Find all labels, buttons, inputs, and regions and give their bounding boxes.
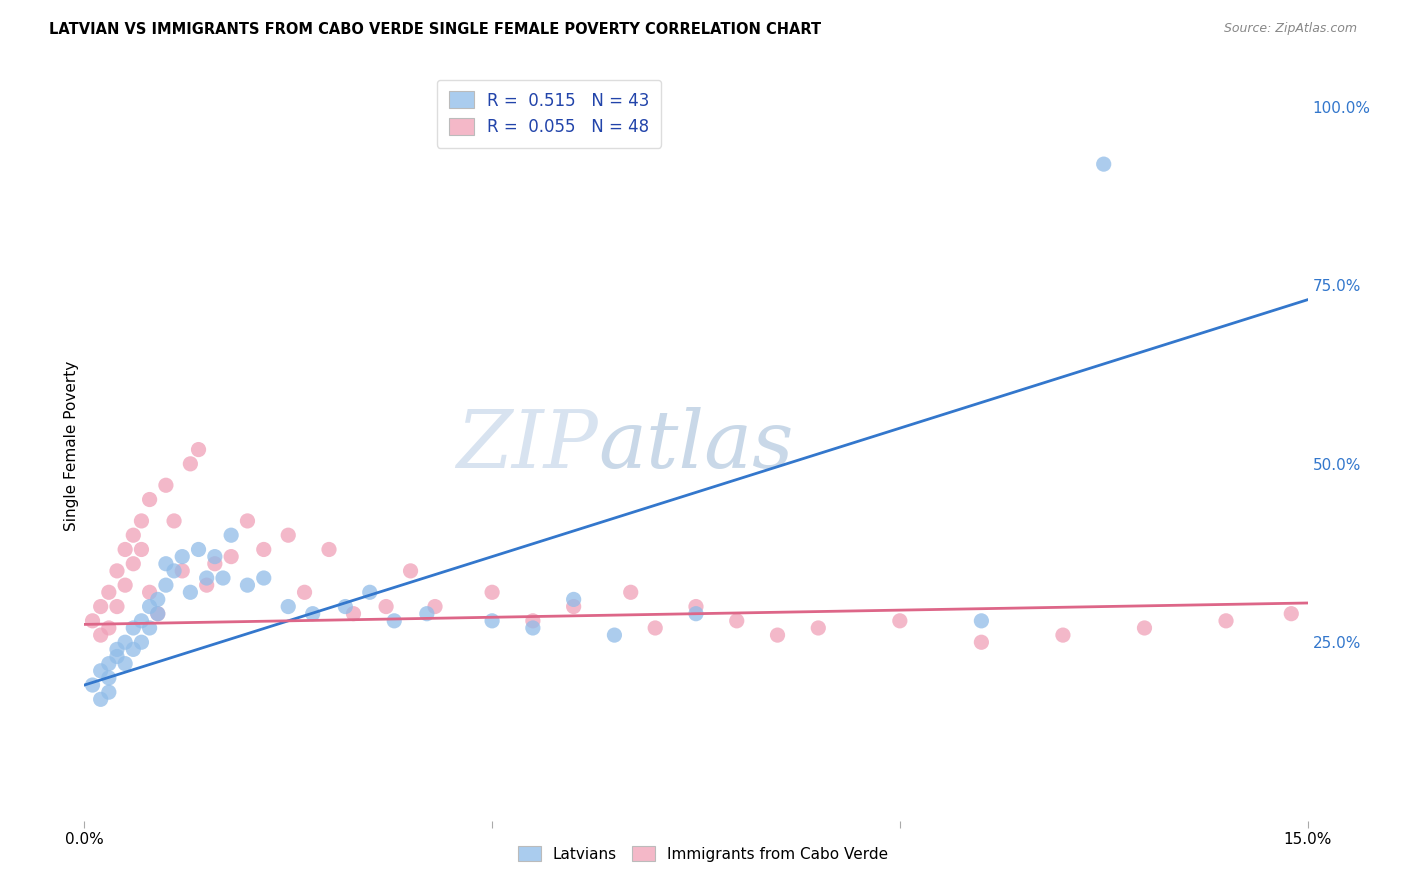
Point (131, 542, 153, 557)
Point (685, 607, 707, 621)
Point (114, 578, 136, 592)
Point (204, 557, 226, 571)
Point (179, 457, 201, 471)
Text: ZIP: ZIP (457, 408, 598, 484)
Point (423, 599, 446, 614)
Point (562, 599, 585, 614)
Point (685, 599, 707, 614)
Point (90, 664, 112, 678)
Point (97, 685, 120, 699)
Text: atlas: atlas (598, 408, 793, 484)
Legend: Latvians, Immigrants from Cabo Verde: Latvians, Immigrants from Cabo Verde (509, 837, 897, 871)
Point (122, 642, 145, 657)
Point (90, 599, 112, 614)
Point (179, 585, 201, 599)
Point (146, 607, 169, 621)
Point (122, 528, 145, 542)
Point (620, 585, 643, 599)
Point (481, 585, 503, 599)
Point (138, 599, 160, 614)
Point (807, 621, 830, 635)
Point (155, 557, 177, 571)
Point (416, 607, 439, 621)
Point (90, 628, 112, 642)
Point (105, 642, 128, 657)
Point (219, 549, 242, 564)
Point (236, 578, 259, 592)
Point (342, 607, 364, 621)
Point (277, 528, 299, 542)
Point (172, 549, 194, 564)
Point (138, 492, 160, 507)
Point (603, 628, 626, 642)
Point (970, 635, 993, 649)
Point (253, 571, 276, 585)
Point (131, 614, 153, 628)
Point (138, 621, 160, 635)
Point (122, 621, 145, 635)
Point (138, 585, 160, 599)
Point (481, 614, 503, 628)
Point (399, 564, 422, 578)
Point (195, 571, 218, 585)
Text: Source: ZipAtlas.com: Source: ZipAtlas.com (1223, 22, 1357, 36)
Point (97, 621, 120, 635)
Point (335, 599, 357, 614)
Point (219, 528, 242, 542)
Point (97, 657, 120, 671)
Point (1279, 607, 1302, 621)
Point (562, 592, 585, 607)
Point (522, 614, 544, 628)
Point (382, 614, 405, 628)
Point (155, 578, 177, 592)
Point (889, 614, 911, 628)
Point (163, 564, 186, 578)
Point (1052, 628, 1074, 642)
Point (82, 614, 104, 628)
Point (1133, 621, 1156, 635)
Point (155, 478, 177, 492)
Point (131, 514, 153, 528)
Point (644, 621, 666, 635)
Point (1092, 157, 1115, 171)
Point (97, 585, 120, 599)
Point (301, 607, 323, 621)
Point (187, 442, 209, 457)
Point (163, 514, 186, 528)
Point (236, 514, 259, 528)
Point (105, 564, 128, 578)
Point (114, 657, 136, 671)
Point (1215, 614, 1237, 628)
Point (375, 599, 398, 614)
Text: LATVIAN VS IMMIGRANTS FROM CABO VERDE SINGLE FEMALE POVERTY CORRELATION CHART: LATVIAN VS IMMIGRANTS FROM CABO VERDE SI… (49, 22, 821, 37)
Point (359, 585, 381, 599)
Y-axis label: Single Female Poverty: Single Female Poverty (63, 361, 79, 531)
Point (146, 607, 169, 621)
Point (522, 621, 544, 635)
Point (318, 542, 340, 557)
Point (97, 671, 120, 685)
Point (105, 599, 128, 614)
Point (204, 549, 226, 564)
Point (294, 585, 316, 599)
Point (172, 564, 194, 578)
Point (114, 542, 136, 557)
Legend: R =  0.515   N = 43, R =  0.055   N = 48: R = 0.515 N = 43, R = 0.055 N = 48 (437, 79, 661, 148)
Point (90, 692, 112, 706)
Point (131, 635, 153, 649)
Point (122, 557, 145, 571)
Point (212, 571, 235, 585)
Point (970, 614, 993, 628)
Point (725, 614, 748, 628)
Point (277, 599, 299, 614)
Point (105, 649, 128, 664)
Point (146, 592, 169, 607)
Point (187, 542, 209, 557)
Point (253, 542, 276, 557)
Point (114, 635, 136, 649)
Point (766, 628, 789, 642)
Point (82, 678, 104, 692)
Point (195, 578, 218, 592)
